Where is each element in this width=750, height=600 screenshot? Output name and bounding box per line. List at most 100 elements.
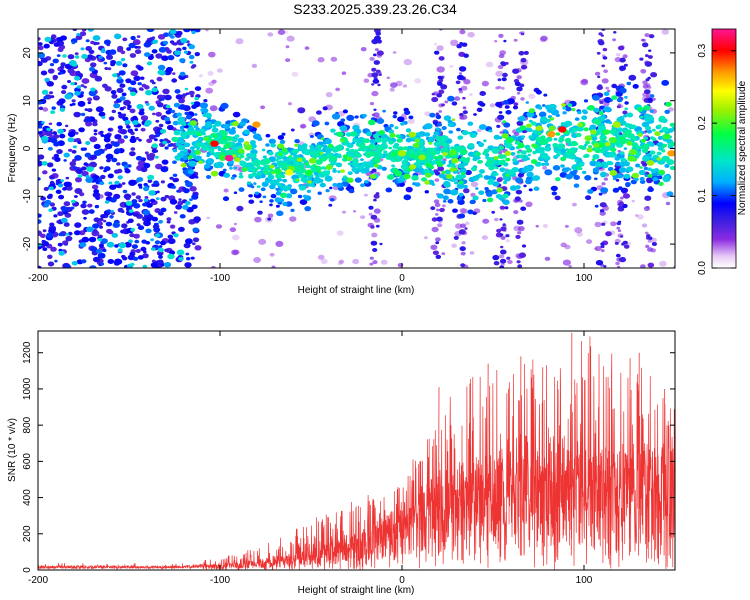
heatmap-cell — [87, 29, 94, 32]
heatmap-cell — [459, 208, 467, 214]
heatmap-cell — [282, 201, 288, 207]
heatmap-cell — [403, 58, 412, 66]
heatmap-cell — [544, 169, 553, 176]
heatmap-cell — [249, 153, 257, 159]
heatmap-cell — [458, 66, 467, 72]
heatmap-cell — [469, 251, 475, 255]
heatmap-cell — [169, 29, 177, 35]
heatmap-cell — [521, 66, 526, 70]
heatmap-cell — [600, 242, 605, 246]
heatmap-cell — [158, 247, 164, 253]
heatmap-cell — [373, 193, 380, 199]
heatmap-cell — [116, 87, 124, 94]
heatmap-cell — [640, 138, 647, 143]
heatmap-cell — [122, 189, 128, 194]
heatmap-cell — [107, 128, 112, 132]
heatmap-cell — [81, 166, 87, 171]
heatmap-cell — [132, 39, 141, 46]
heatmap-cell — [289, 216, 297, 222]
heatmap-cell — [624, 95, 628, 99]
heatmap-cell — [483, 175, 490, 180]
heatmap-cell — [100, 134, 105, 137]
heatmap-cell — [92, 35, 101, 41]
heatmap-cell — [664, 109, 670, 114]
heatmap-cell — [597, 75, 601, 79]
heatmap-cell — [97, 177, 102, 181]
heatmap-cell — [196, 146, 201, 150]
heatmap-cell — [433, 42, 438, 46]
heatmap-cell — [210, 170, 219, 177]
heatmap-cell — [598, 111, 604, 116]
heatmap-cell — [336, 230, 344, 236]
heatmap-cell — [366, 131, 373, 137]
heatmap-cell — [618, 167, 627, 173]
heatmap-cell — [138, 138, 142, 142]
heatmap-cell — [615, 261, 620, 266]
heatmap-cell — [287, 102, 292, 106]
heatmap-cell — [573, 183, 580, 188]
heatmap-cell — [248, 173, 253, 177]
heatmap-cell — [96, 248, 103, 254]
heatmap-cell — [128, 42, 136, 49]
heatmap-cell — [198, 74, 203, 78]
heatmap-cell — [400, 163, 409, 170]
heatmap-cell — [98, 55, 103, 60]
heatmap-cell — [183, 188, 190, 194]
heatmap-cell — [388, 146, 393, 150]
heatmap-cell — [55, 189, 62, 194]
heatmap-cell — [390, 151, 398, 157]
heatmap-cell — [649, 142, 655, 147]
heatmap-cell — [267, 213, 274, 218]
heatmap-cell — [47, 254, 53, 259]
heatmap-cell — [49, 91, 53, 95]
heatmap-cell — [126, 47, 131, 51]
heatmap-cell — [136, 223, 141, 227]
heatmap-cell — [330, 128, 336, 133]
heatmap-cell — [373, 60, 380, 65]
heatmap-cell — [84, 108, 89, 111]
heatmap-cell — [600, 244, 605, 249]
heatmap-cell — [110, 197, 117, 203]
heatmap-cell — [476, 107, 483, 113]
heatmap-cell — [623, 173, 631, 179]
heatmap-cell — [50, 110, 56, 114]
heatmap-cell — [91, 176, 96, 180]
heatmap-cell — [114, 244, 119, 248]
heatmap-cell — [461, 130, 469, 136]
heatmap-cell — [368, 162, 375, 168]
heatmap-cell — [567, 103, 573, 107]
heatmap-cell — [308, 169, 313, 173]
heatmap-cell — [233, 166, 238, 170]
heatmap-cell — [330, 160, 337, 166]
heatmap-cell — [322, 106, 328, 111]
heatmap-cell — [360, 215, 366, 220]
heatmap-cell — [64, 264, 70, 268]
heatmap-cell — [63, 159, 67, 162]
heatmap-cell — [616, 97, 623, 103]
heatmap-cell — [539, 135, 546, 140]
heatmap-cell — [540, 116, 548, 122]
heatmap-cell — [623, 63, 628, 67]
heatmap-cell — [448, 122, 454, 127]
heatmap-cell — [434, 202, 441, 208]
heatmap-cell — [172, 160, 177, 164]
heatmap-cell — [618, 201, 624, 206]
heatmap-cell — [380, 133, 388, 139]
heatmap-cell — [497, 78, 502, 82]
heatmap-cell — [129, 137, 137, 144]
heatmap-cell — [564, 224, 569, 228]
heatmap-cell — [47, 68, 55, 74]
heatmap-cell — [158, 220, 164, 224]
heatmap-cell — [500, 245, 504, 249]
heatmap-cell — [517, 142, 525, 149]
heatmap-cell — [656, 142, 664, 148]
heatmap-cell — [467, 31, 475, 38]
heatmap-cell — [115, 60, 123, 66]
heatmap-cell — [40, 233, 46, 238]
heatmap-cell — [173, 130, 181, 136]
heatmap-cell — [118, 242, 127, 249]
heatmap-cell — [393, 111, 398, 115]
spectrogram-xlabel: Height of straight line (km) — [298, 285, 415, 296]
heatmap-cell — [206, 158, 215, 164]
heatmap-cell — [67, 80, 71, 83]
